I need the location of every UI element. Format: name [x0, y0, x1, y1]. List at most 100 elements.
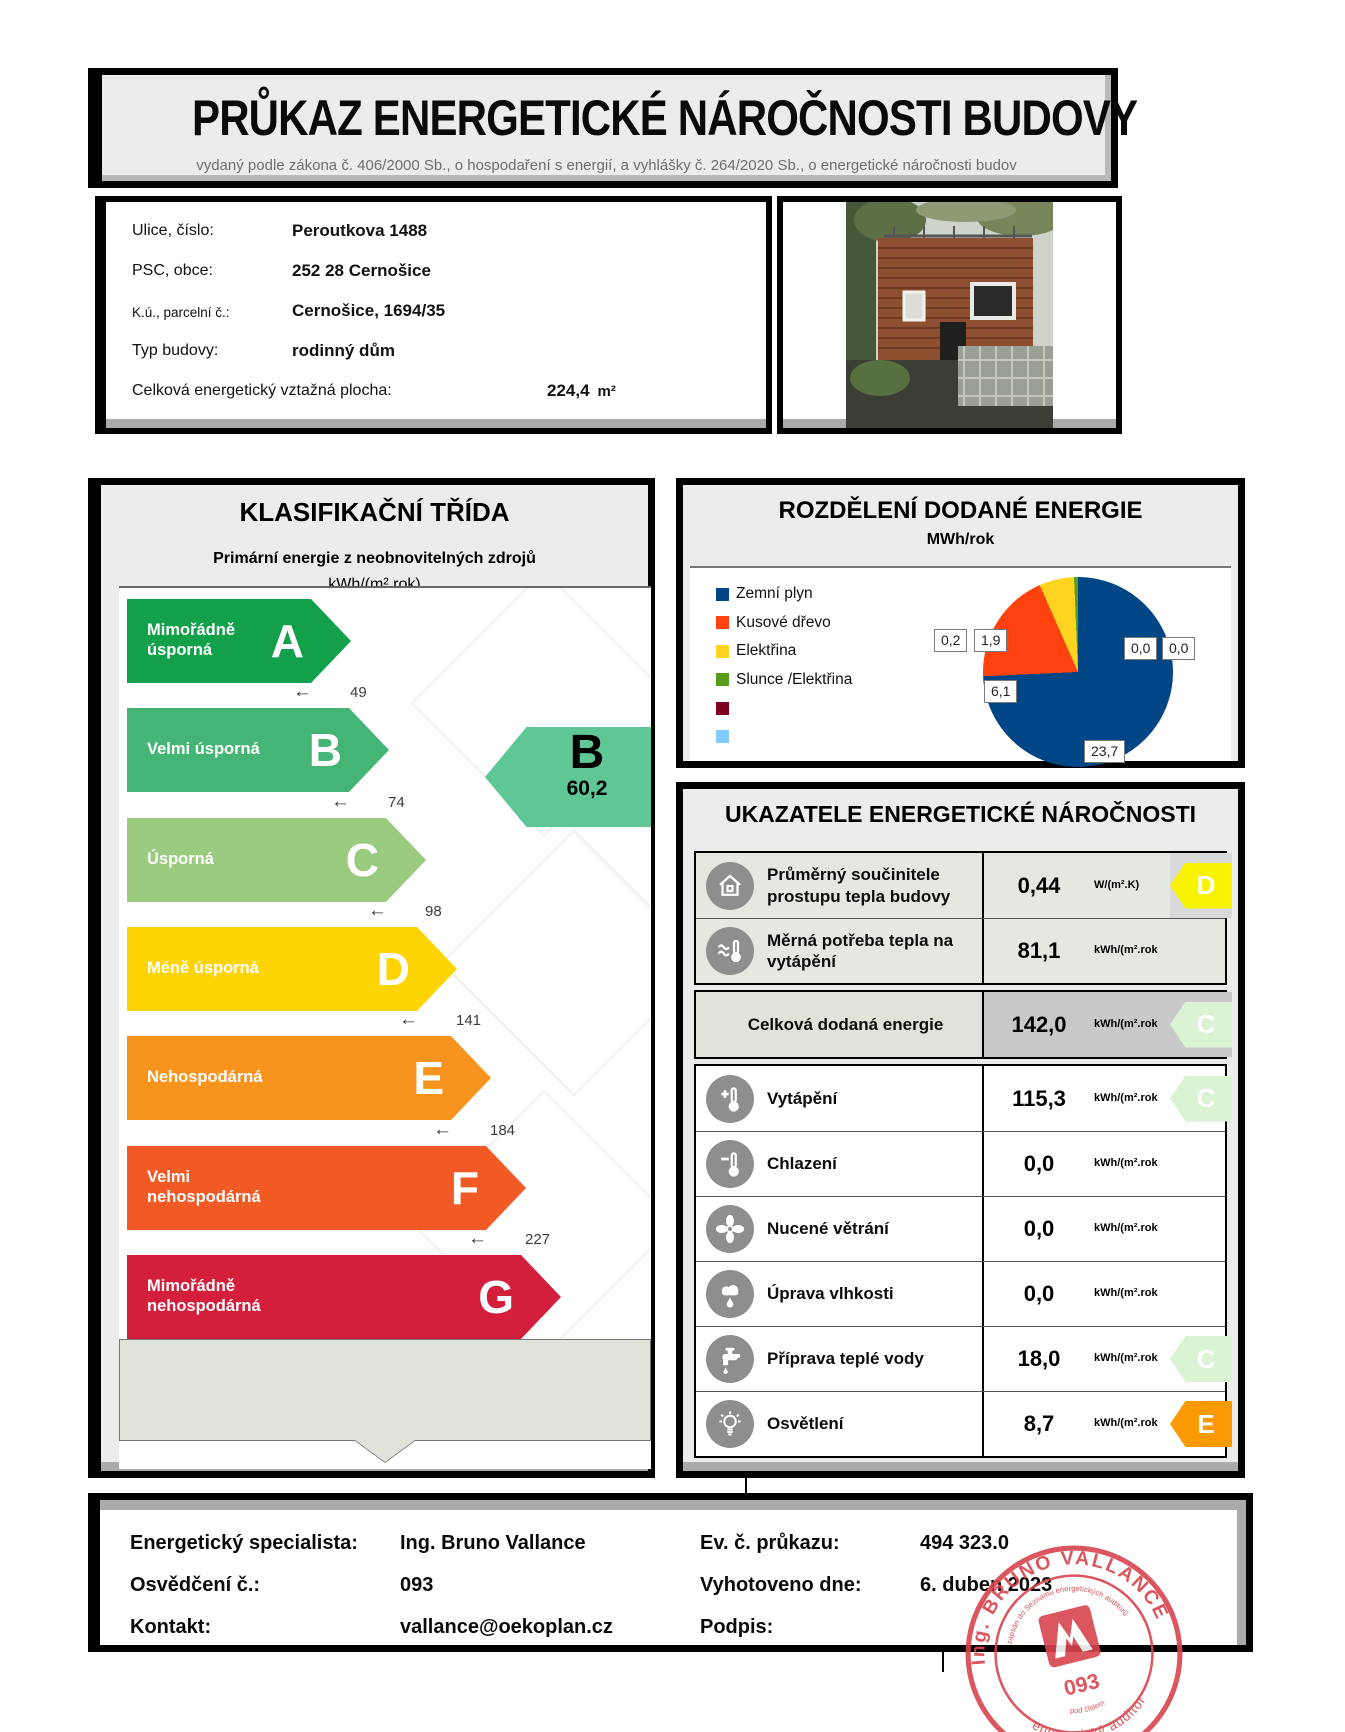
- legend-swatch-wood: [716, 616, 729, 630]
- classification-chart: Mimořádně úsporná A ← 49 Velmi úsporná B…: [119, 586, 651, 1469]
- heating-demand-icon: [706, 927, 754, 975]
- evidence-no-label: Ev. č. průkazu:: [700, 1531, 840, 1554]
- threshold-arrow-icon: ←: [368, 900, 387, 921]
- class-badge: [1170, 1132, 1225, 1196]
- class-badge: [1170, 1262, 1225, 1326]
- threshold-184: ← 184: [433, 1119, 516, 1140]
- table-row: Příprava teplé vody 18,0 kWh/(m².rok C: [696, 1326, 1232, 1391]
- threshold-141: ← 141: [399, 1009, 482, 1030]
- legend-item: [716, 723, 852, 752]
- threshold-arrow-icon: ←: [331, 791, 350, 812]
- watermark-chevron: [439, 828, 651, 1098]
- building-row: K.ú., parcelní č.: Cernošice, 1694/35: [132, 301, 766, 342]
- indicator-value: 60,2: [566, 777, 608, 800]
- classification-subtitle: Primární energie z neobnovitelných zdroj…: [213, 550, 536, 567]
- fold-mark: [745, 1478, 747, 1494]
- classification-panel: KLASIFIKAČNÍ TŘÍDA Primární energie z ne…: [88, 478, 655, 1478]
- stamp-number-arc: pod číslem: [1068, 1698, 1107, 1718]
- ventilation-icon: [706, 1205, 754, 1253]
- building-photo-box: [777, 196, 1122, 434]
- threshold-74: ← 74: [331, 791, 405, 812]
- legend-item: Elektřina: [716, 637, 852, 666]
- building-info-box: Ulice, číslo: Peroutkova 1488 PSC, obce:…: [95, 196, 772, 434]
- pie-legend: Zemní plyn Kusové dřevo Elektřina Slunce…: [716, 580, 852, 751]
- legend-swatch-unused-2: [716, 730, 729, 744]
- floor-area-value: 224,4 m²: [547, 381, 616, 400]
- class-row-g: Mimořádně nehospodárná G: [127, 1255, 561, 1339]
- table-row: Chlazení 0,0 kWh/(m².rok: [696, 1131, 1225, 1196]
- class-badge: D: [1170, 853, 1232, 918]
- street-label: Ulice, číslo:: [132, 222, 214, 239]
- humidity-icon: [706, 1270, 754, 1318]
- building-class-indicator: B 60,2: [485, 727, 651, 827]
- signature-label: Podpis:: [700, 1615, 774, 1638]
- building-row: Typ budovy: rodinný dům: [132, 341, 766, 382]
- footer-right-column: Ev. č. průkazu: 494 323.0 Vyhotoveno dne…: [700, 1522, 1052, 1648]
- indicator-class-letter: B: [569, 726, 605, 779]
- issue-date-value: 6. duben 2023: [920, 1573, 1053, 1596]
- pie-label-solar: 0,2: [934, 629, 968, 652]
- issue-date-label: Vyhotoveno dne:: [700, 1573, 862, 1596]
- energy-distribution-panel: ROZDĚLENÍ DODANÉ ENERGIE MWh/rok Zemní p…: [676, 478, 1245, 768]
- indicators-panel: UKAZATELE ENERGETICKÉ NÁROČNOSTI Průměrn…: [676, 782, 1245, 1478]
- table-row: Celková dodaná energie 142,0 kWh/(m².rok…: [696, 992, 1232, 1057]
- class-badge: [1170, 1197, 1225, 1261]
- class-row-a: Mimořádně úsporná A: [127, 599, 351, 683]
- certificate-no-value: 093: [400, 1573, 434, 1596]
- building-type-value: rodinný dům: [292, 341, 395, 360]
- hot-water-icon: [706, 1335, 754, 1383]
- legend-item: Zemní plyn: [716, 580, 852, 609]
- heating-icon: [706, 1074, 754, 1123]
- threshold-arrow-icon: ←: [468, 1228, 487, 1249]
- energy-distribution-unit: MWh/rok: [926, 531, 995, 548]
- parcel-value: Cernošice, 1694/35: [292, 301, 446, 320]
- stamp-number: 093: [1061, 1669, 1102, 1701]
- pie-chart: [983, 577, 1173, 767]
- contact-label: Kontakt:: [130, 1615, 212, 1638]
- class-badge: E: [1170, 1392, 1232, 1456]
- threshold-227: ← 227: [468, 1228, 551, 1249]
- threshold-arrow-icon: ←: [399, 1009, 418, 1030]
- fold-mark: [942, 1652, 944, 1672]
- pie-label-zero-2: 0,0: [1162, 637, 1196, 660]
- cooling-icon: [706, 1140, 754, 1188]
- class-row-b: Velmi úsporná B: [127, 708, 389, 792]
- class-badge: C: [1170, 1066, 1232, 1131]
- pie-label-wood: 6,1: [984, 680, 1018, 703]
- indicators-title: UKAZATELE ENERGETICKÉ NÁROČNOSTI: [724, 801, 1197, 827]
- specialist-label: Energetický specialista:: [130, 1531, 358, 1554]
- footer-left-column: Energetický specialista: Ing. Bruno Vall…: [130, 1522, 613, 1648]
- energy-distribution-title: ROZDĚLENÍ DODANÉ ENERGIE: [778, 497, 1143, 524]
- pie-chart-area: Zemní plyn Kusové dřevo Elektřina Slunce…: [690, 566, 1231, 767]
- classification-footer-band: [119, 1339, 651, 1441]
- class-badge: C: [1170, 1327, 1232, 1391]
- legend-item: Slunce /Elektřina: [716, 666, 852, 695]
- city-value: 252 28 Cernošice: [292, 261, 431, 280]
- indicators-table: Průměrný součinitele prostupu tepla budo…: [694, 851, 1232, 1463]
- class-row-e: Nehospodárná E: [127, 1036, 491, 1120]
- legend-item: [716, 694, 852, 723]
- threshold-arrow-icon: ←: [433, 1119, 452, 1140]
- threshold-arrow-icon: ←: [293, 681, 312, 702]
- building-type-label: Typ budovy:: [132, 342, 219, 359]
- street-value: Peroutkova 1488: [292, 221, 428, 240]
- pie-label-gas: 23,7: [1084, 740, 1126, 763]
- contact-value: vallance@oekoplan.cz: [400, 1615, 613, 1638]
- stamp-logo: [1038, 1605, 1101, 1668]
- lighting-icon: [706, 1400, 754, 1448]
- house-icon: [706, 861, 754, 910]
- building-row: Ulice, číslo: Peroutkova 1488: [132, 221, 766, 262]
- class-badge: [1170, 919, 1225, 983]
- specialist-value: Ing. Bruno Vallance: [400, 1531, 586, 1554]
- certificate-header: PRŮKAZ ENERGETICKÉ NÁROČNOSTI BUDOVY vyd…: [88, 68, 1138, 188]
- legend-swatch-unused-1: [716, 701, 729, 715]
- table-row: Osvětlení 8,7 kWh/(m².rok E: [696, 1391, 1232, 1456]
- legend-item: Kusové dřevo: [716, 609, 852, 638]
- table-row: Měrná potřeba tepla na vytápění 81,1 kWh…: [696, 918, 1225, 983]
- legend-swatch-solar: [716, 673, 729, 687]
- certificate-no-label: Osvědčení č.:: [130, 1573, 261, 1596]
- classification-title: KLASIFIKAČNÍ TŘÍDA: [239, 497, 510, 527]
- svg-text:pod číslem: pod číslem: [1068, 1698, 1107, 1718]
- threshold-98: ← 98: [368, 900, 442, 921]
